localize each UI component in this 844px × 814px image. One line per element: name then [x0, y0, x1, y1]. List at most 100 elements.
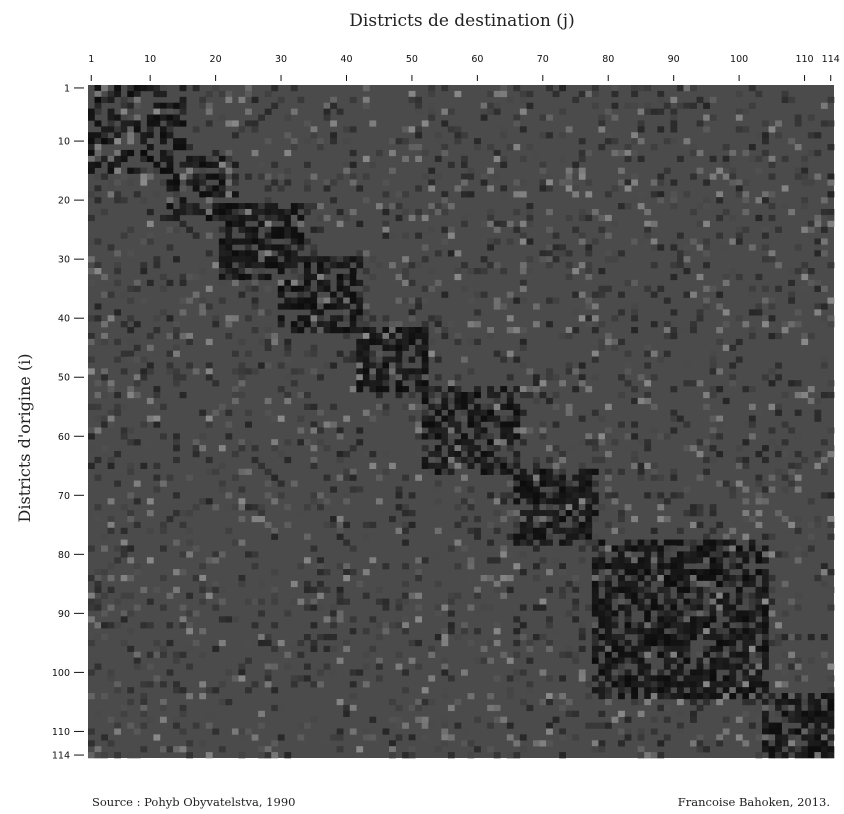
heatmap-cell — [447, 610, 455, 617]
heatmap-cell — [663, 498, 671, 505]
heatmap-cell — [107, 315, 115, 322]
heatmap-cell — [807, 268, 815, 275]
heatmap-cell — [107, 574, 115, 582]
heatmap-cell — [467, 693, 475, 700]
heatmap-cell — [434, 498, 442, 505]
heatmap-cell — [709, 527, 717, 534]
heatmap-cell — [375, 474, 383, 481]
heatmap-cell — [546, 693, 553, 700]
x-tick-label: 40 — [340, 54, 352, 65]
heatmap-cell — [794, 409, 802, 416]
heatmap-cell — [565, 262, 573, 269]
heatmap-cell — [389, 752, 396, 759]
heatmap-cell — [179, 604, 187, 611]
heatmap-cell — [559, 332, 566, 340]
heatmap-cell — [762, 285, 769, 292]
heatmap-cell — [742, 710, 750, 717]
heatmap-cell — [179, 120, 187, 127]
heatmap-cell — [251, 515, 259, 523]
heatmap-cell — [814, 740, 822, 747]
heatmap-cell — [781, 704, 789, 712]
heatmap-cell — [624, 149, 632, 157]
heatmap-cell — [735, 185, 743, 192]
heatmap-cell — [88, 693, 95, 700]
heatmap-cell — [506, 492, 514, 499]
heatmap-cell — [768, 161, 776, 168]
heatmap-cell — [186, 167, 193, 174]
heatmap-cell — [735, 179, 743, 186]
heatmap-cell — [467, 574, 475, 582]
heatmap-cell — [173, 138, 180, 145]
heatmap-cell — [474, 391, 481, 399]
heatmap-cell — [454, 456, 462, 464]
heatmap-cell — [559, 734, 566, 741]
heatmap-cell — [781, 551, 789, 558]
heatmap-cell — [624, 622, 632, 629]
heatmap-cell — [506, 722, 514, 729]
heatmap-cell — [703, 586, 710, 593]
heatmap-cell — [762, 226, 769, 233]
heatmap-cell — [382, 468, 390, 475]
heatmap-cell — [762, 687, 769, 694]
heatmap-cell — [565, 580, 573, 588]
heatmap-cell — [317, 279, 324, 287]
heatmap-cell — [146, 114, 154, 121]
heatmap-cell — [716, 639, 724, 647]
heatmap-cell — [251, 285, 259, 292]
heatmap-cell — [284, 238, 292, 245]
heatmap-cell — [441, 456, 449, 464]
heatmap-cell — [748, 515, 756, 523]
heatmap-cell — [428, 167, 436, 174]
heatmap-cell — [500, 651, 508, 658]
heatmap-cell — [310, 173, 318, 180]
heatmap-cell — [487, 238, 495, 245]
heatmap-cell — [742, 439, 750, 446]
heatmap-cell — [559, 651, 566, 658]
heatmap-cell — [146, 167, 154, 174]
heatmap-cell — [251, 279, 259, 287]
heatmap-cell — [729, 362, 737, 369]
heatmap-cell — [474, 610, 481, 617]
heatmap-cell — [762, 746, 769, 753]
heatmap-cell — [487, 90, 495, 98]
heatmap-cell — [722, 273, 730, 281]
heatmap-cell — [323, 327, 331, 334]
heatmap-cell — [415, 474, 423, 481]
heatmap-cell — [748, 291, 756, 298]
heatmap-cell — [618, 598, 625, 605]
heatmap-cell — [212, 161, 220, 168]
heatmap-cell — [179, 144, 187, 151]
heatmap-cell — [519, 480, 527, 487]
heatmap-cell — [120, 155, 128, 163]
heatmap-cell — [284, 604, 292, 611]
heatmap-cell — [369, 273, 377, 281]
heatmap-cell — [546, 132, 553, 139]
heatmap-cell — [421, 421, 429, 428]
heatmap-cell — [519, 232, 527, 239]
heatmap-cell — [336, 256, 344, 263]
heatmap-cell — [402, 527, 409, 534]
heatmap-cell — [618, 551, 625, 558]
heatmap-cell — [107, 586, 115, 593]
heatmap-cell — [814, 704, 822, 712]
heatmap-cell — [408, 740, 416, 747]
heatmap-cell — [729, 551, 737, 558]
heatmap-cell — [663, 657, 671, 664]
heatmap-cell — [722, 622, 730, 629]
heatmap-cell — [258, 362, 265, 369]
heatmap-cell — [271, 85, 279, 92]
heatmap-cell — [709, 574, 717, 582]
heatmap-cell — [356, 380, 364, 387]
heatmap-cell — [343, 415, 351, 422]
heatmap-cell — [709, 356, 717, 363]
heatmap-cell — [611, 634, 619, 641]
heatmap-cell — [389, 344, 396, 351]
heatmap-cell — [631, 657, 638, 664]
heatmap-cell — [500, 492, 508, 499]
heatmap-cell — [166, 244, 174, 251]
heatmap-cell — [637, 645, 645, 653]
heatmap-cell — [133, 374, 141, 381]
heatmap-cell — [441, 663, 449, 670]
heatmap-cell — [526, 208, 534, 216]
heatmap-cell — [670, 114, 678, 121]
